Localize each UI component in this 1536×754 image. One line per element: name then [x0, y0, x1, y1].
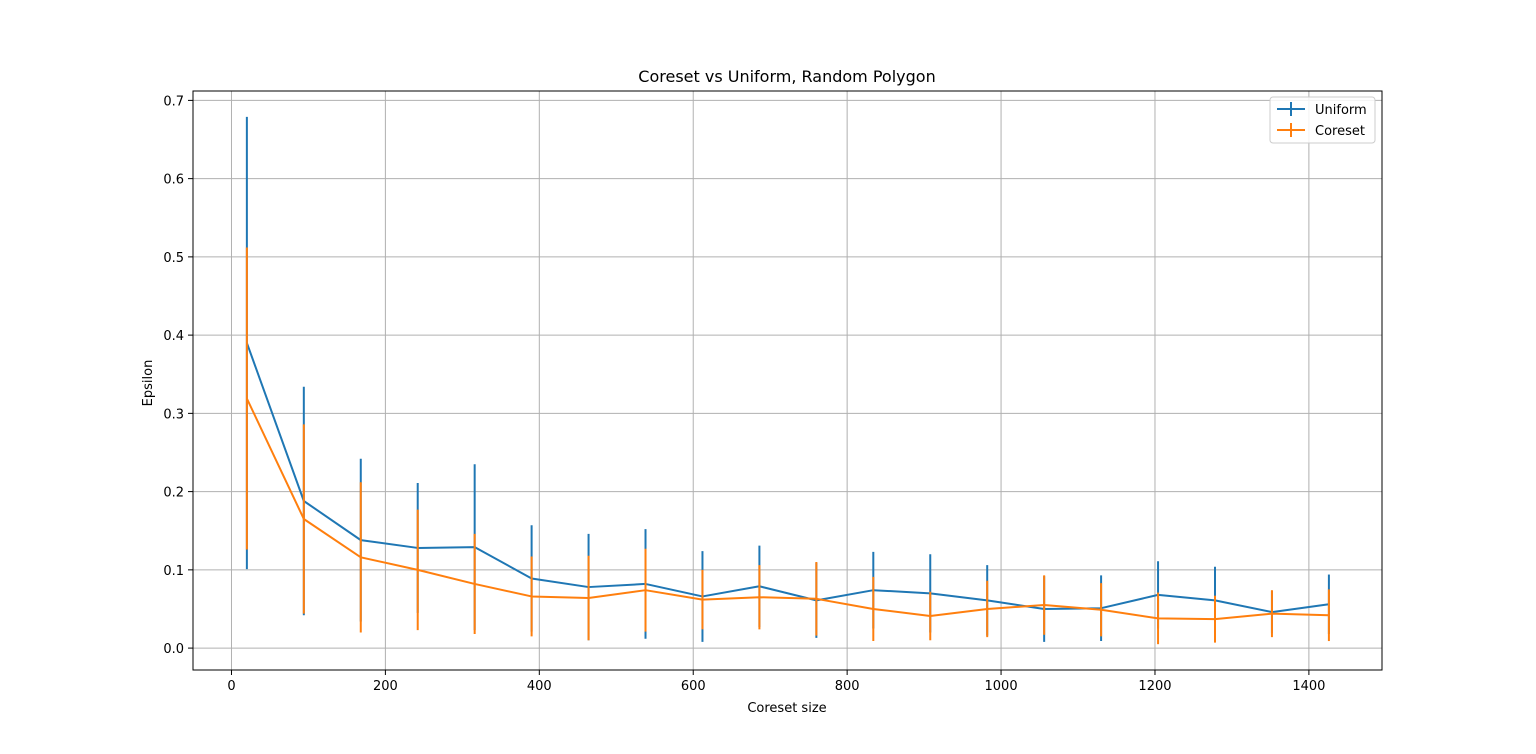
y-tick-label-7: 0.7: [163, 94, 184, 109]
x-tick-label-6: 1200: [1138, 679, 1171, 694]
x-tick-label-5: 1000: [985, 679, 1018, 694]
legend-uniform-label: Uniform: [1315, 103, 1367, 118]
y-tick-label-1: 0.1: [163, 564, 184, 579]
y-tick-label-2: 0.2: [163, 486, 184, 501]
y-tick-label-3: 0.3: [163, 407, 184, 422]
x-tick-label-3: 600: [681, 679, 706, 694]
x-tick-label-1: 200: [373, 679, 398, 694]
x-tick-label-0: 0: [227, 679, 235, 694]
y-tick-label-5: 0.5: [163, 251, 184, 266]
axes-frame: [192, 90, 1383, 671]
legend: Uniform Coreset: [1269, 96, 1376, 144]
y-tick-label-6: 0.6: [163, 173, 184, 188]
x-tick-label-2: 400: [527, 679, 552, 694]
y-axis-label: Epsilon: [141, 360, 156, 407]
coreset-line: [245, 398, 1329, 621]
x-tick-label-7: 1400: [1292, 679, 1325, 694]
uniform-line: [245, 342, 1330, 614]
series-coreset: [245, 247, 1330, 645]
y-tick-label-4: 0.4: [163, 329, 184, 344]
y-tick-label-0: 0.0: [163, 642, 184, 657]
x-axis-label: Coreset size: [747, 701, 826, 716]
legend-coreset-label: Coreset: [1315, 124, 1365, 139]
chart-title: Coreset vs Uniform, Random Polygon: [638, 67, 935, 86]
x-tick-label-4: 800: [835, 679, 860, 694]
plot-area: 0 200 400 600 800 1000 1200 1400 0.0 0.1 0.2 0.3 0.4…: [163, 90, 1383, 694]
